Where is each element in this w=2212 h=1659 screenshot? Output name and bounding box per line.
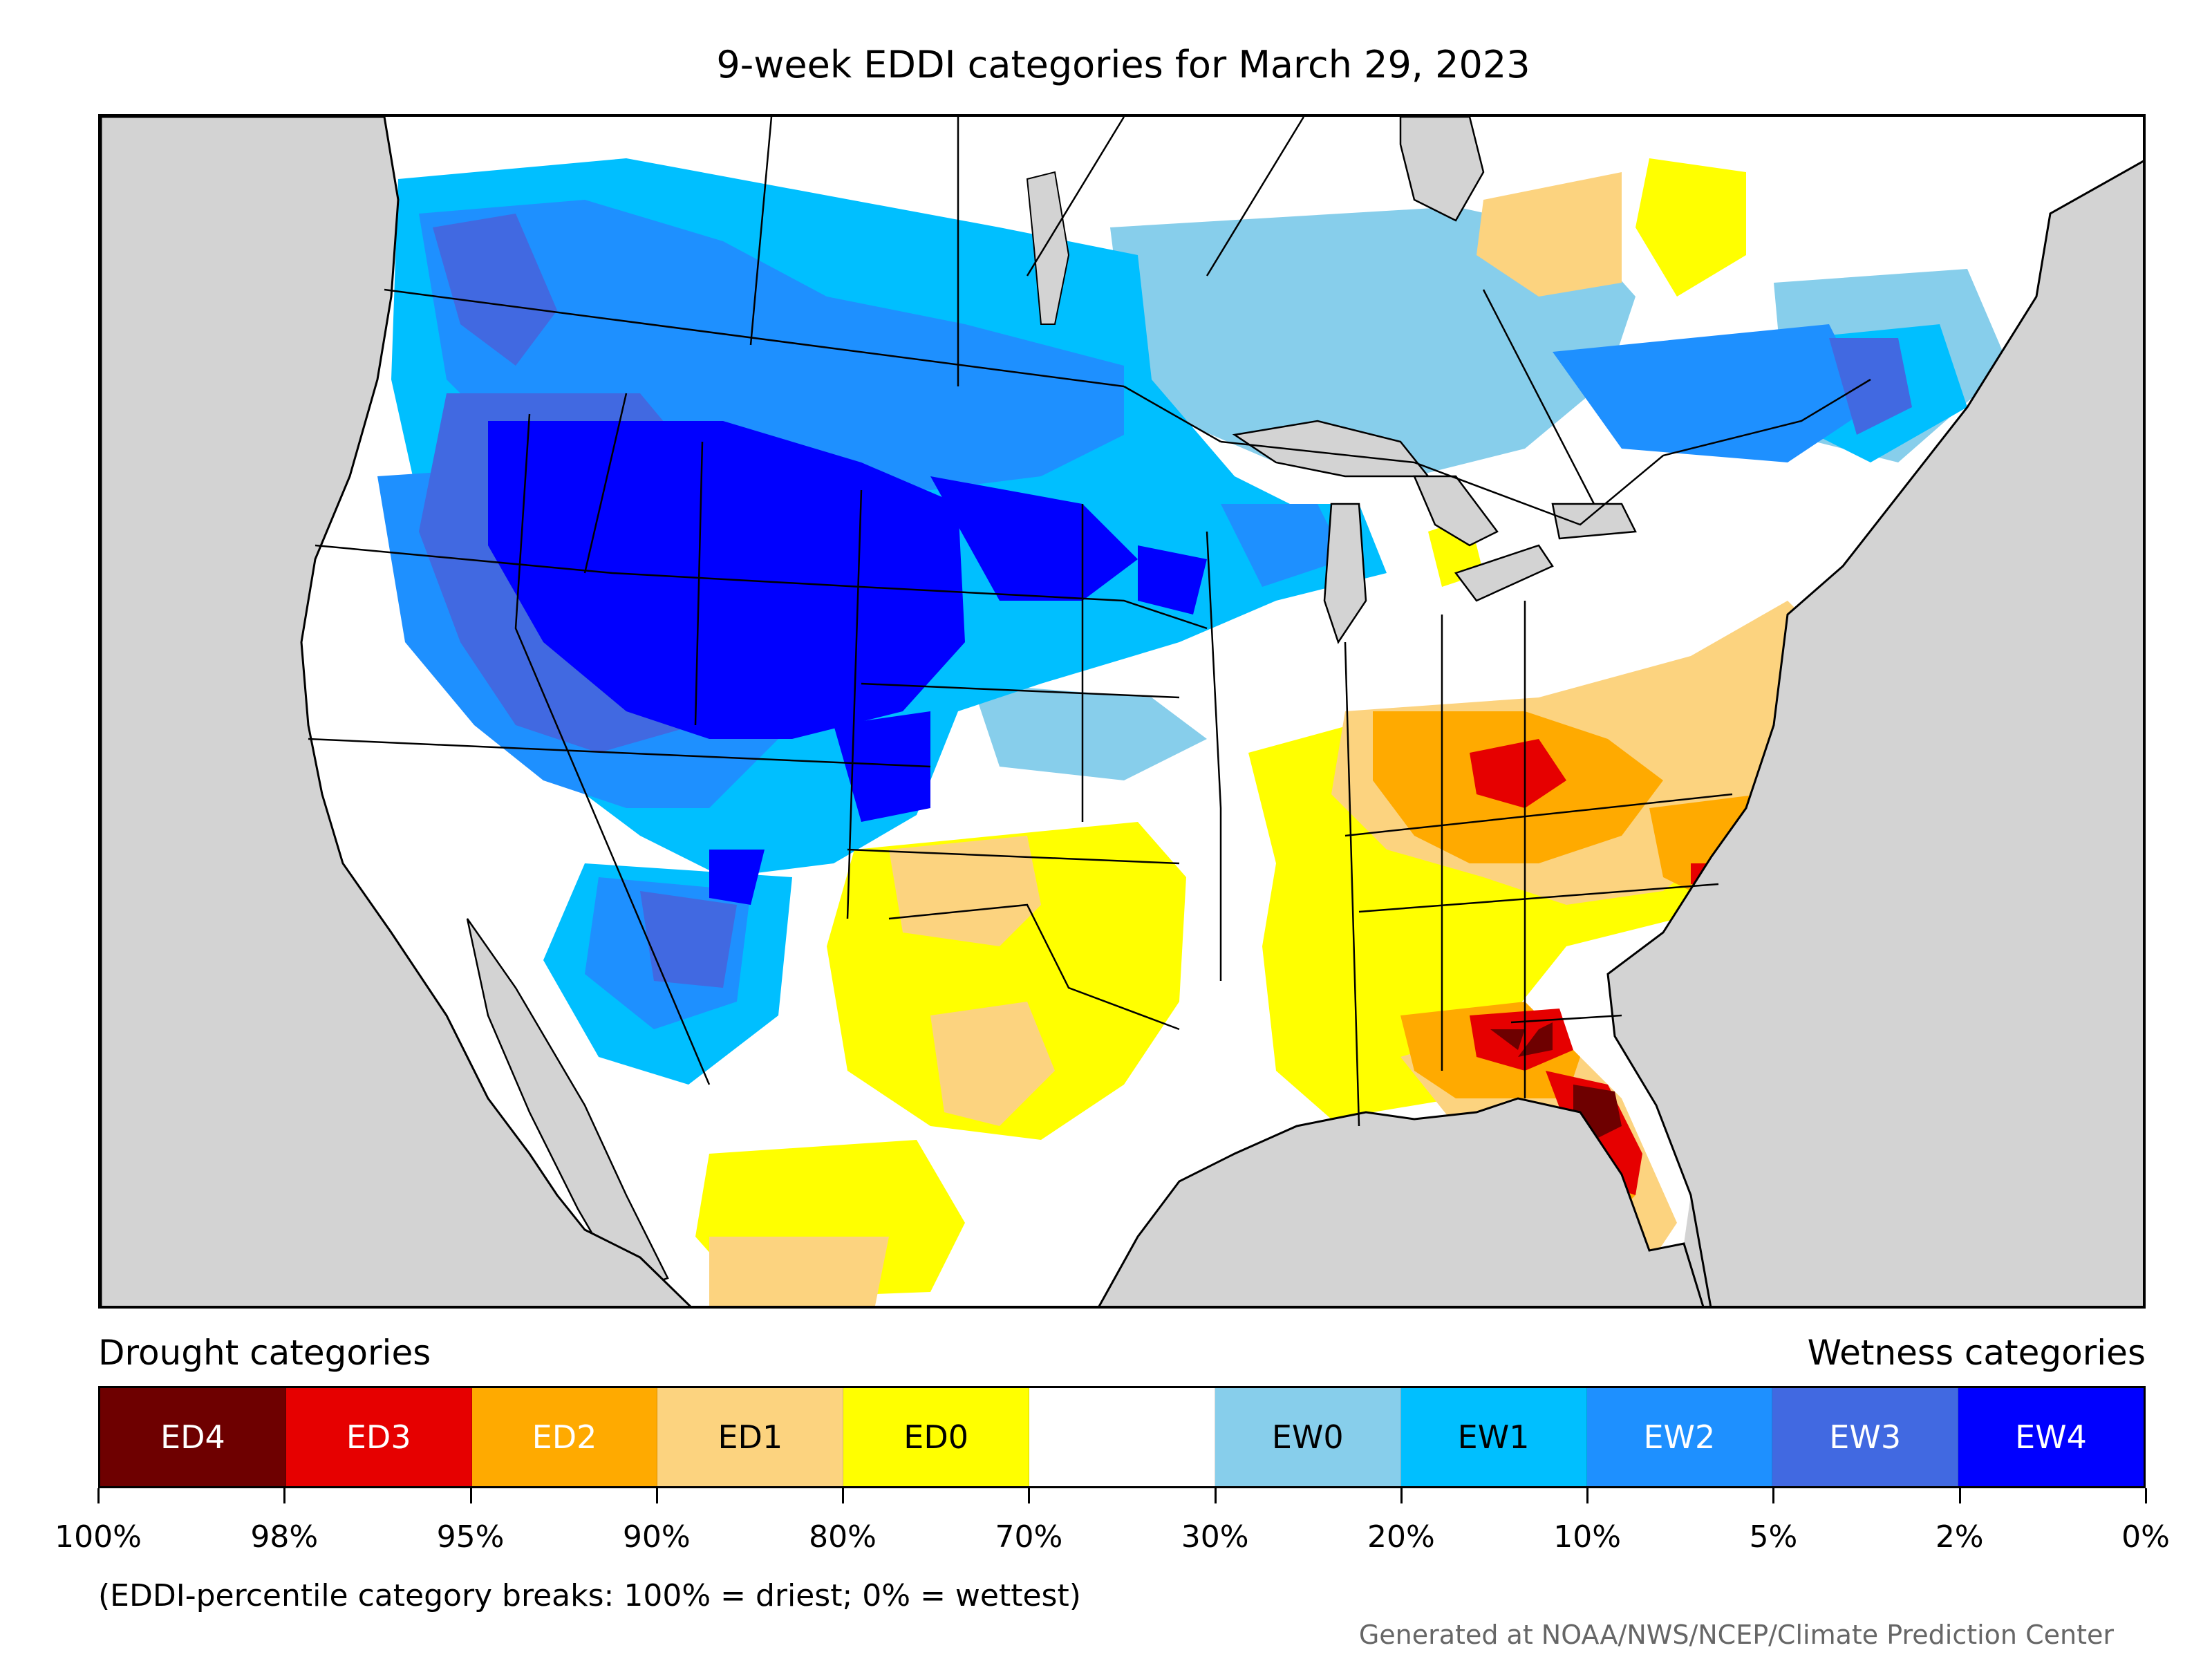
colorbar-tick: [842, 1488, 845, 1503]
james-bay: [1399, 117, 1485, 222]
colorbar-tick-label: 0%: [2121, 1519, 2170, 1555]
legend-segment-ed3: ED3: [285, 1388, 472, 1486]
legend-segment-ew3: EW3: [1772, 1388, 1959, 1486]
colorbar-tick: [2145, 1488, 2147, 1503]
colorbar-tick-label: 2%: [1935, 1519, 1984, 1555]
map-title: 9-week EDDI categories for March 29, 202…: [716, 43, 1530, 86]
map-canvas: [101, 117, 2143, 1306]
colorbar-ticks: [97, 1488, 2147, 1509]
legend-segment-ed0: ED0: [843, 1388, 1030, 1486]
legend-segment-normal: [1029, 1388, 1215, 1486]
eddi-map: [98, 114, 2146, 1309]
great-lakes: [1232, 420, 1637, 644]
category-colorbar: ED4 ED3 ED2 ED1 ED0 EW0 EW1 EW2 EW3 EW4: [98, 1386, 2146, 1488]
colorbar-tick-label: 70%: [995, 1519, 1063, 1555]
political-boundaries: [308, 117, 1871, 1127]
colorbar-tick-label: 5%: [1749, 1519, 1798, 1555]
colorbar-tick: [97, 1488, 100, 1503]
colorbar-tick-label: 30%: [1181, 1519, 1249, 1555]
legend-segment-ew1: EW1: [1400, 1388, 1587, 1486]
colorbar-tick: [1400, 1488, 1403, 1503]
colorbar-tick: [1772, 1488, 1775, 1503]
colorbar-tick-label: 10%: [1553, 1519, 1622, 1555]
atlantic-ocean: [1606, 160, 2143, 1306]
legend-segment-ew2: EW2: [1586, 1388, 1773, 1486]
colorbar-tick-label: 20%: [1367, 1519, 1435, 1555]
colorbar-tick: [1214, 1488, 1217, 1503]
pacific-ocean: [101, 117, 691, 1306]
legend-segment-ew0: EW0: [1215, 1388, 1401, 1486]
legend-segment-ew4: EW4: [1958, 1388, 2144, 1486]
legend-segment-ed2: ED2: [471, 1388, 658, 1486]
drought-categories-heading: Drought categories: [98, 1333, 431, 1373]
gulf-of-mexico: [1098, 1097, 1705, 1306]
colorbar-tick: [469, 1488, 472, 1503]
wetness-categories-heading: Wetness categories: [1807, 1333, 2146, 1373]
colorbar-tick-label: 90%: [622, 1519, 691, 1555]
percentile-footnote: (EDDI-percentile category breaks: 100% =…: [98, 1578, 1081, 1613]
colorbar-tick: [1586, 1488, 1589, 1503]
credit-line: Generated at NOAA/NWS/NCEP/Climate Predi…: [1358, 1620, 2114, 1650]
legend-segment-ed4: ED4: [100, 1388, 286, 1486]
lake-winnipeg: [1026, 171, 1070, 325]
colorbar-tick-label: 100%: [55, 1519, 142, 1555]
colorbar-tick-label: 80%: [809, 1519, 877, 1555]
colorbar-tick: [655, 1488, 658, 1503]
colorbar-tick: [1028, 1488, 1031, 1503]
colorbar-tick: [283, 1488, 286, 1503]
legend-segment-ed1: ED1: [657, 1388, 844, 1486]
colorbar-tick: [1958, 1488, 1961, 1503]
colorbar-tick-label: 98%: [250, 1519, 319, 1555]
colorbar-tick-label: 95%: [436, 1519, 505, 1555]
